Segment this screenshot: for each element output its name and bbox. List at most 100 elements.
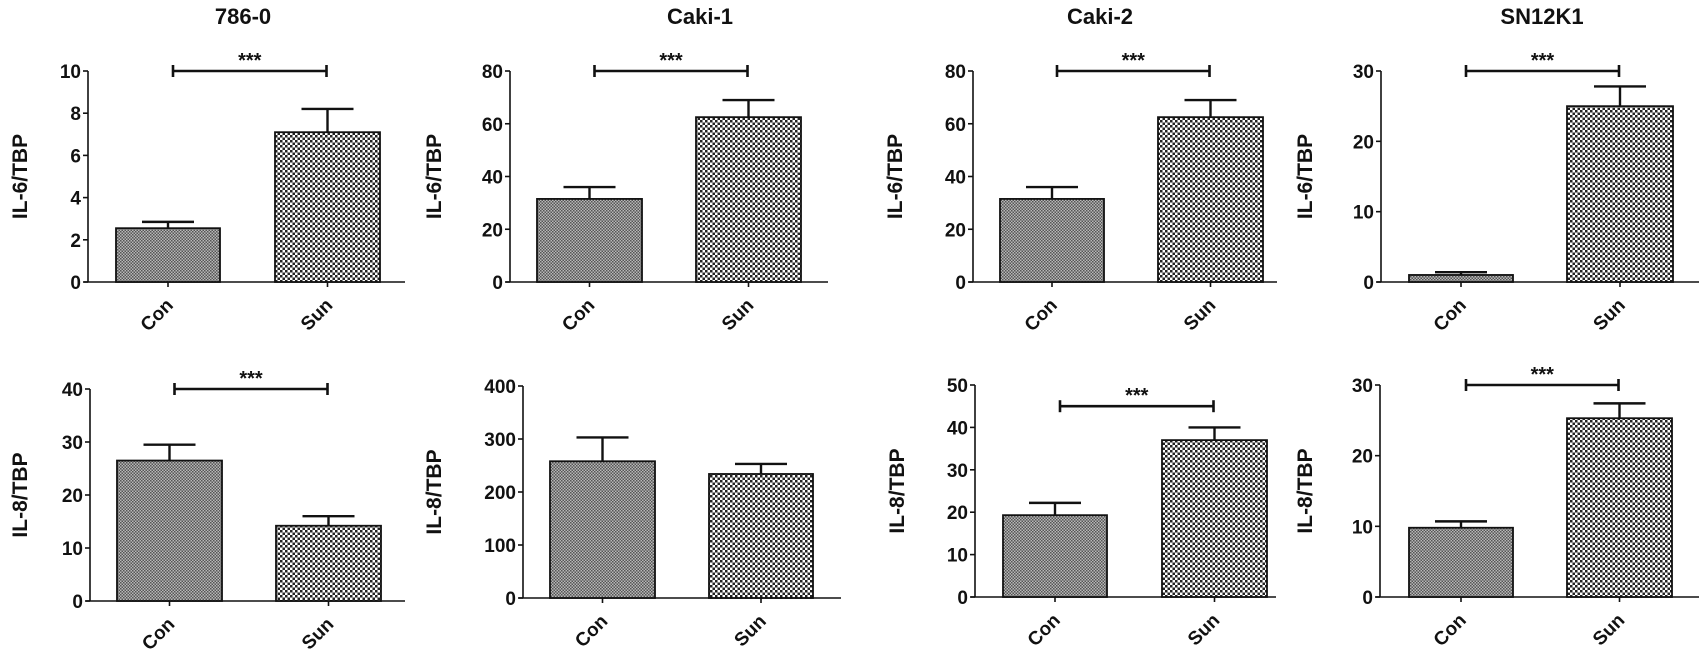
y-tick-label: 10 [60,62,81,83]
bar-con [1408,274,1514,283]
bar-sun [274,131,381,283]
y-axis-label: IL-6/TBP [9,134,32,219]
y-tick-label: 0 [70,273,81,294]
bar-con [115,227,221,283]
bar-sun [708,473,814,599]
y-tick-label: 30 [947,461,968,482]
y-tick-label: 30 [62,433,83,454]
x-tick-label: Con [138,614,179,650]
y-tick-label: 20 [482,220,503,241]
panel-title: 786-0 [215,4,271,29]
y-tick-label: 100 [484,536,516,557]
y-axis-label: IL-8/TBP [9,452,32,537]
bar-sun [1566,105,1674,283]
y-tick-label: 400 [484,377,516,398]
x-tick-label: Con [1021,295,1062,336]
y-tick-label: 0 [1362,588,1373,609]
y-tick-label: 10 [1353,203,1374,224]
chart-panel: IL-8/TBP 0 10 20 30 40 50 Con Sun *** [886,376,1276,650]
x-tick-label: Sun [298,614,338,650]
y-tick-label: 4 [70,189,81,210]
x-tick-label: Con [571,611,612,650]
y-tick-label: 40 [947,418,968,439]
x-tick-label: Con [137,295,178,336]
bar-con [116,459,223,602]
y-tick-label: 30 [1353,62,1374,83]
bar-sun [1161,439,1268,598]
x-tick-label: Sun [718,295,758,335]
y-tick-label: 6 [70,146,81,167]
y-tick-label: 40 [62,380,83,401]
chart-panel: Caki-1 IL-6/TBP 0 20 40 60 80 Con Sun *** [423,4,828,336]
chart-panel: IL-8/TBP 0 10 20 30 Con Sun *** [1294,364,1699,650]
y-tick-label: 60 [945,115,966,136]
x-tick-label: Sun [731,611,771,650]
x-tick-label: Sun [1184,610,1224,650]
y-axis-label: IL-8/TBP [886,448,909,533]
chart-panel: IL-8/TBP 0 100 200 300 400 Con Sun [423,377,841,650]
significance-label: *** [238,50,262,72]
panel-title: SN12K1 [1500,4,1583,29]
bar-sun [695,116,802,283]
y-axis-label: IL-6/TBP [884,134,907,219]
y-tick-label: 0 [957,588,968,609]
x-tick-label: Sun [1180,295,1220,335]
y-tick-label: 10 [1352,517,1373,538]
significance-label: *** [1125,385,1149,407]
y-tick-label: 20 [947,503,968,524]
bar-con [549,460,656,599]
y-tick-label: 60 [482,115,503,136]
x-tick-label: Sun [297,295,337,335]
y-tick-label: 0 [492,273,503,294]
panel-title: Caki-1 [667,4,733,29]
significance-label: *** [1531,364,1555,386]
y-axis-label: IL-6/TBP [1294,134,1317,219]
chart-panel: 786-0 IL-6/TBP 0 2 4 6 8 10 Con Sun *** [9,4,405,336]
y-tick-label: 80 [945,62,966,83]
y-tick-label: 20 [945,220,966,241]
chart-panel: IL-8/TBP 0 10 20 30 40 Con Sun *** [9,368,405,650]
significance-label: *** [659,50,683,72]
bar-sun [275,524,382,602]
y-tick-label: 8 [70,104,81,125]
y-tick-label: 0 [505,589,516,610]
x-tick-label: Con [1430,610,1471,650]
y-tick-label: 50 [947,376,968,397]
bar-con [536,198,643,283]
y-tick-label: 200 [484,483,516,504]
bar-con [1408,526,1514,598]
y-tick-label: 300 [484,430,516,451]
y-tick-label: 30 [1352,376,1373,397]
y-axis-label: IL-8/TBP [1294,448,1317,533]
y-tick-label: 80 [482,62,503,83]
y-tick-label: 0 [1363,273,1374,294]
bar-con [1002,514,1108,598]
y-axis-label: IL-6/TBP [423,134,446,219]
y-tick-label: 0 [955,273,966,294]
bar-sun [1157,116,1264,283]
significance-label: *** [1531,50,1555,72]
y-tick-label: 0 [72,592,83,613]
chart-panel: Caki-2 IL-6/TBP 0 20 40 60 80 Con Sun *** [884,4,1277,336]
y-axis-label: IL-8/TBP [423,449,446,534]
x-tick-label: Con [1430,295,1471,336]
x-tick-label: Sun [1590,295,1630,335]
y-tick-label: 40 [945,168,966,189]
significance-label: *** [1122,50,1146,72]
x-tick-label: Con [558,295,599,336]
y-tick-label: 40 [482,168,503,189]
significance-label: *** [239,368,263,390]
y-tick-label: 10 [62,539,83,560]
y-tick-label: 20 [1352,447,1373,468]
bar-sun [1566,417,1673,598]
y-tick-label: 20 [62,486,83,507]
bar-con [999,198,1105,283]
x-tick-label: Sun [1589,610,1629,650]
y-tick-label: 10 [947,546,968,567]
panel-title: Caki-2 [1067,4,1133,29]
y-tick-label: 2 [70,231,81,252]
x-tick-label: Con [1024,610,1065,650]
chart-panel: SN12K1 IL-6/TBP 0 10 20 30 Con Sun *** [1294,4,1699,336]
y-tick-label: 20 [1353,132,1374,153]
